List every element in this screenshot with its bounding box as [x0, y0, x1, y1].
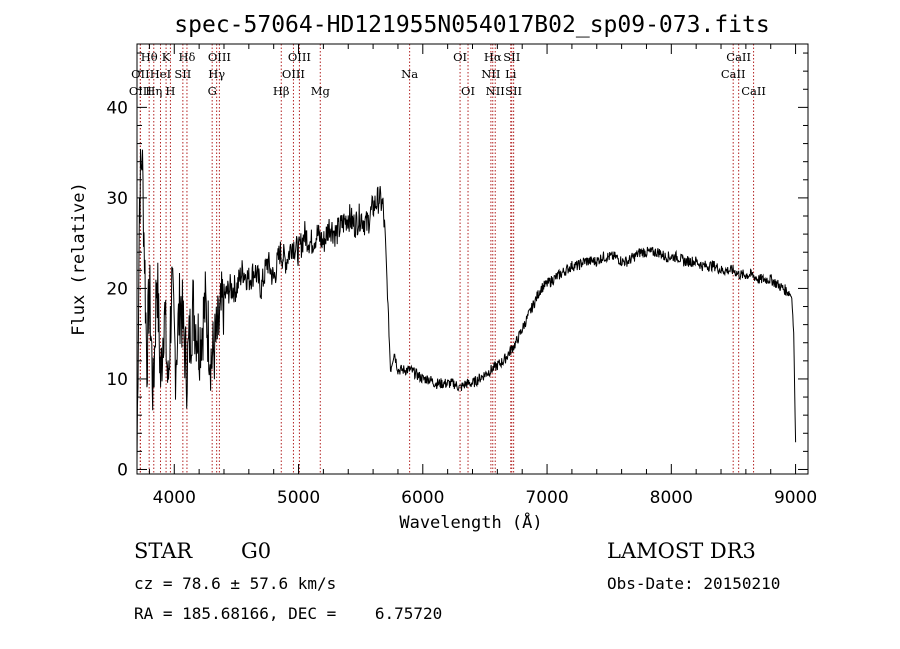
line-label: HeI	[150, 67, 171, 81]
spectrum-line	[136, 148, 797, 462]
x-tick-label: 8000	[650, 488, 693, 508]
line-label: K	[162, 50, 171, 64]
line-label: SII	[505, 84, 522, 98]
y-tick-label: 20	[106, 279, 128, 299]
line-label: Li	[505, 67, 517, 81]
y-tick-label: 10	[106, 370, 128, 390]
x-tick-label: 9000	[774, 488, 817, 508]
line-label: OI	[461, 84, 475, 98]
line-label: OIII	[129, 84, 152, 98]
line-label: OI	[453, 50, 467, 64]
y-axis-label: Flux (relative)	[69, 182, 89, 336]
y-tick-label: 40	[106, 98, 128, 118]
line-label: CaII	[726, 50, 751, 64]
plot-frame	[136, 43, 809, 475]
line-label: Hδ	[178, 50, 195, 64]
obs-date: Obs-Date: 20150210	[607, 574, 781, 593]
x-axis-label: Wavelength (Å)	[399, 511, 542, 533]
line-label: Hη	[145, 84, 162, 98]
line-label: NII	[481, 67, 500, 81]
x-axis-ticks: 4000 5000 6000 7000 8000 9000	[148, 44, 817, 508]
line-label: Hγ	[208, 67, 225, 81]
object-class: STAR	[134, 539, 193, 563]
x-tick-label: 5000	[277, 488, 320, 508]
line-label: Hθ	[141, 50, 158, 64]
line-label: NII	[486, 84, 505, 98]
line-label: G	[208, 84, 217, 98]
line-label: CaII	[721, 67, 746, 81]
line-label: Na	[401, 67, 418, 81]
line-label: CaII	[741, 84, 766, 98]
line-label: H	[165, 84, 175, 98]
line-label: OIII	[282, 67, 305, 81]
redshift-readout: cz = 78.6 ± 57.6 km/s	[134, 574, 337, 593]
line-label: SII	[503, 50, 520, 64]
line-label: OIII	[208, 50, 231, 64]
line-label: Hα	[484, 50, 502, 64]
y-tick-label: 0	[117, 460, 128, 480]
y-axis-ticks: 0 10 20 30 40	[106, 52, 808, 480]
spectral-line-markers	[139, 44, 755, 474]
survey-name: LAMOST DR3	[607, 539, 756, 563]
x-tick-label: 6000	[401, 488, 444, 508]
chart-title: spec-57064-HD121955N054017B02_sp09-073.f…	[174, 12, 769, 38]
line-label: OII	[131, 67, 150, 81]
object-subclass: G0	[241, 539, 272, 563]
line-label: SII	[174, 67, 191, 81]
ra-dec-readout: RA = 185.68166, DEC = 6.75720	[134, 604, 443, 623]
line-label: Hβ	[273, 84, 290, 98]
x-tick-label: 7000	[525, 488, 568, 508]
line-label: OIII	[288, 50, 311, 64]
line-label: Mg	[311, 84, 331, 98]
x-tick-label: 4000	[153, 488, 196, 508]
y-tick-label: 30	[106, 189, 128, 209]
